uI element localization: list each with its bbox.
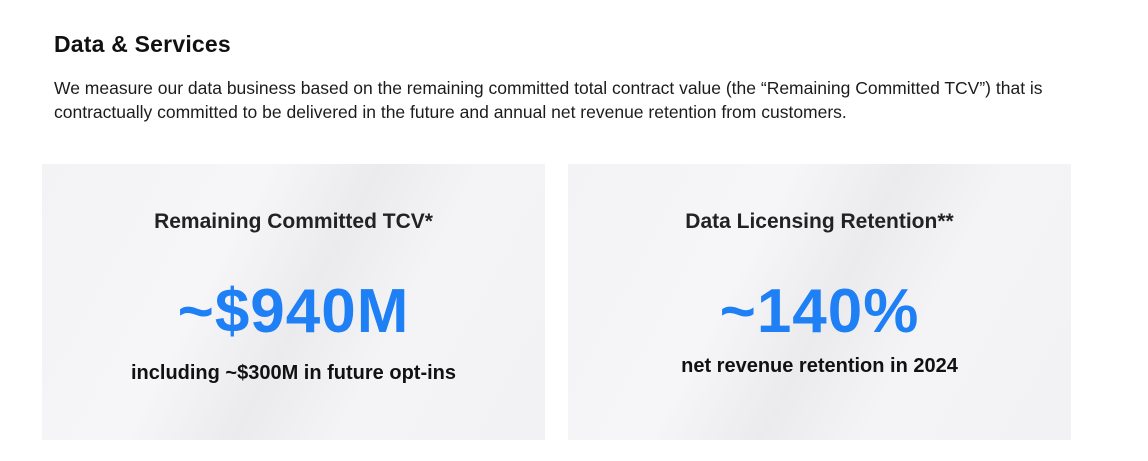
metric-card-value: ~140%: [719, 277, 920, 346]
metric-card-title: Data Licensing Retention**: [685, 210, 954, 233]
section-description: We measure our data business based on th…: [54, 78, 1043, 122]
metric-card-value: ~$940M: [177, 277, 410, 346]
section-title: Data & Services: [54, 31, 231, 57]
metric-card-subtitle: net revenue retention in 2024: [681, 355, 958, 377]
metric-card-retention: Data Licensing Retention** ~140% net rev…: [568, 164, 1071, 440]
metric-card-tcv: Remaining Committed TCV* ~$940M includin…: [42, 164, 545, 440]
metric-card-subtitle: including ~$300M in future opt-ins: [130, 362, 457, 384]
metric-card-title: Remaining Committed TCV*: [154, 210, 433, 233]
